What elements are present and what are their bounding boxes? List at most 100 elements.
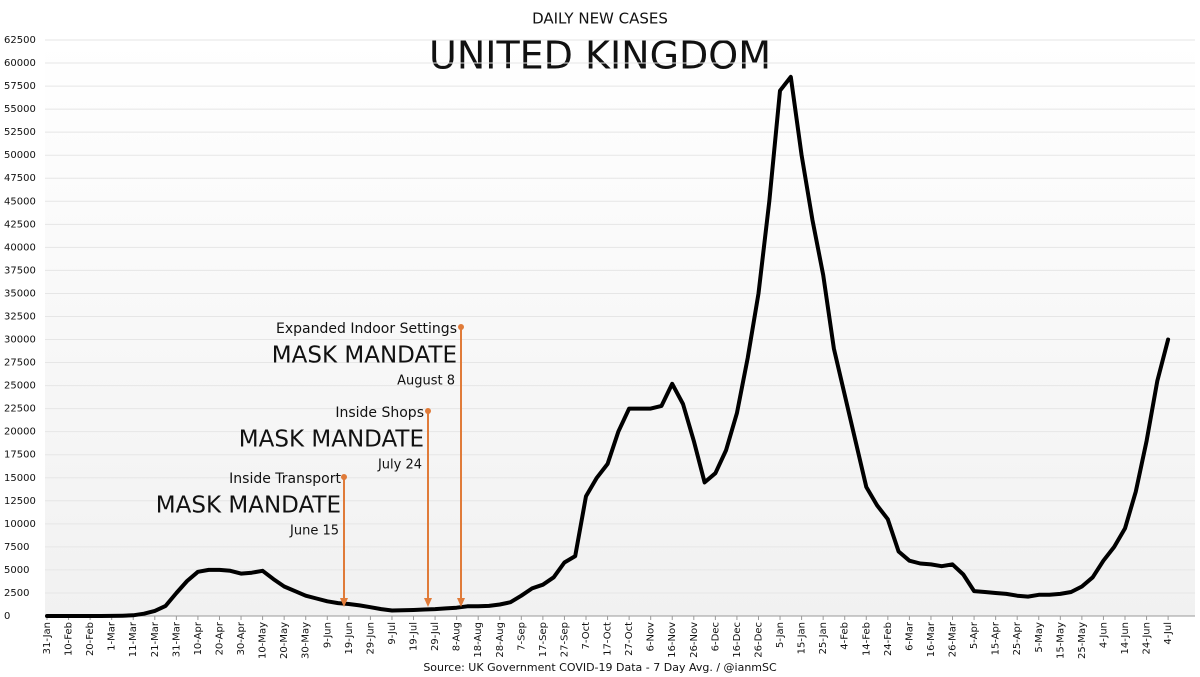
y-tick-label: 47500 [4, 173, 36, 184]
x-tick-label: 24-Feb [883, 622, 894, 656]
chart-subtitle: DAILY NEW CASES [532, 10, 668, 28]
annotation-arrowhead [340, 598, 348, 607]
annotation-arrowhead [424, 598, 432, 607]
x-tick-label: 14-Feb [861, 622, 872, 656]
annotation-dot [341, 474, 347, 480]
plot-background [45, 40, 1195, 616]
source: Source: UK Government COVID-19 Data - 7 … [423, 661, 777, 674]
annotation-date: July 24 [377, 458, 422, 473]
x-tick-label: 18-Aug [473, 622, 484, 658]
x-tick-label: 7-Sep [516, 622, 527, 651]
annotation-title: MASK MANDATE [239, 427, 424, 453]
x-tick-label: 26-Nov [689, 622, 700, 658]
annotation-title: MASK MANDATE [156, 493, 341, 519]
annotation-title: MASK MANDATE [272, 343, 457, 369]
annotation-arrowhead [457, 598, 465, 607]
x-tick-label: 10-May [258, 622, 269, 659]
annotation-date: June 15 [289, 524, 339, 539]
x-tick-label: 15-May [1055, 622, 1066, 659]
x-tick-label: 5-May [1034, 622, 1045, 653]
x-tick-label: 25-May [1077, 622, 1088, 659]
x-tick-label: 9-Jul [387, 622, 398, 645]
x-tick-label: 16-Mar [926, 621, 937, 657]
y-tick-label: 37500 [4, 265, 36, 276]
x-tick-label: 10-Apr [193, 621, 204, 655]
chart-title: UNITED KINGDOM [429, 34, 771, 78]
x-tick-label: 20-May [279, 622, 290, 659]
x-tick-label: 6-Mar [904, 621, 915, 651]
y-tick-label: 32500 [4, 311, 36, 322]
y-tick-label: 5000 [4, 565, 29, 576]
x-tick-label: 19-Jul [409, 622, 420, 651]
y-tick-label: 62500 [4, 35, 36, 46]
y-tick-label: 30000 [4, 335, 36, 346]
y-tick-label: 17500 [4, 450, 36, 461]
annotation-dot [425, 408, 431, 414]
x-tick-label: 30-Apr [236, 621, 247, 655]
y-tick-label: 40000 [4, 242, 36, 253]
x-tick-label: 25-Apr [1012, 621, 1023, 655]
annotation-label: Inside Transport [229, 471, 341, 487]
annotation-dot [458, 324, 464, 330]
x-tick-label: 15-Apr [991, 621, 1002, 655]
x-tick-label: 31-Jan [42, 622, 53, 654]
x-tick-label: 25-Jan [818, 622, 829, 654]
y-tick-label: 20000 [4, 427, 36, 438]
annotation-date: August 8 [397, 374, 455, 389]
y-tick-label: 22500 [4, 404, 36, 415]
x-tick-label: 1-Mar [107, 621, 118, 651]
y-tick-label: 27500 [4, 358, 36, 369]
y-tick-label: 15000 [4, 473, 36, 484]
x-tick-label: 9-Jun [322, 622, 333, 648]
y-tick-label: 57500 [4, 81, 36, 92]
annotation-label: Expanded Indoor Settings [276, 321, 457, 337]
x-tick-label: 5-Jan [775, 622, 786, 648]
x-tick-label: 4-Jun [1098, 622, 1109, 648]
x-tick-label: 27-Oct [624, 622, 635, 656]
x-tick-label: 16-Nov [667, 622, 678, 658]
x-tick-label: 31-Mar [171, 621, 182, 657]
y-tick-label: 60000 [4, 58, 36, 69]
x-tick-label: 24-Jun [1142, 622, 1153, 655]
x-tick-label: 21-Mar [150, 621, 161, 657]
x-tick-label: 4-Feb [840, 622, 851, 650]
x-tick-label: 20-Feb [85, 622, 96, 656]
y-tick-label: 10000 [4, 519, 36, 530]
x-tick-label: 15-Jan [797, 622, 808, 654]
y-tick-label: 12500 [4, 496, 36, 507]
x-tick-label: 7-Oct [581, 622, 592, 650]
annotation-label: Inside Shops [335, 405, 424, 421]
y-tick-label: 42500 [4, 219, 36, 230]
x-tick-label: 30-May [301, 622, 312, 659]
x-tick-label: 10-Feb [64, 622, 75, 656]
x-tick-label: 26-Mar [948, 621, 959, 657]
x-tick-label: 29-Jul [430, 622, 441, 651]
series-line [45, 74, 1171, 618]
y-tick-label: 52500 [4, 127, 36, 138]
x-tick-label: 4-Jul [1163, 622, 1174, 645]
x-tick-label: 5-Apr [969, 621, 980, 649]
x-tick-label: 19-Jun [344, 622, 355, 655]
y-tick-label: 35000 [4, 288, 36, 299]
x-tick-label: 6-Dec [710, 622, 721, 651]
y-tick-label: 55000 [4, 104, 36, 115]
x-tick-label: 26-Dec [753, 622, 764, 658]
x-tick-label: 14-Jun [1120, 622, 1131, 655]
x-tick-label: 16-Dec [732, 622, 743, 658]
x-tick-label: 17-Oct [603, 622, 614, 656]
x-tick-label: 27-Sep [559, 622, 570, 657]
x-tick-label: 11-Mar [128, 621, 139, 657]
x-tick-label: 20-Apr [214, 621, 225, 655]
x-tick-label: 17-Sep [538, 622, 549, 657]
y-tick-label: 0 [4, 611, 10, 622]
y-tick-label: 50000 [4, 150, 36, 161]
y-tick-label: 7500 [4, 542, 29, 553]
x-tick-label: 6-Nov [646, 622, 657, 652]
x-tick-label: 28-Aug [495, 622, 506, 658]
y-tick-label: 25000 [4, 381, 36, 392]
y-tick-label: 45000 [4, 196, 36, 207]
y-tick-label: 2500 [4, 588, 29, 599]
x-tick-label: 29-Jun [365, 622, 376, 655]
x-tick-label: 8-Aug [452, 622, 463, 651]
